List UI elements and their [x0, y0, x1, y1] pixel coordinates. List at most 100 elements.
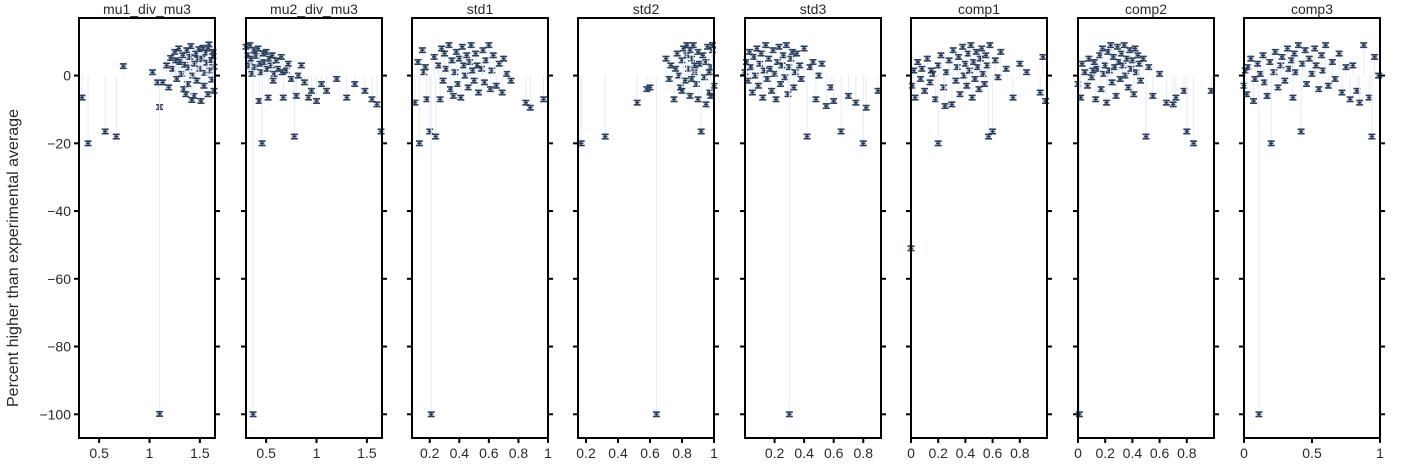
data-point — [972, 48, 980, 55]
data-point — [420, 69, 428, 76]
data-point — [978, 45, 986, 52]
x-tick-label: 0.2 — [928, 445, 948, 461]
data-point — [784, 91, 792, 98]
data-point — [482, 57, 490, 64]
data-point — [1042, 97, 1050, 104]
data-point — [790, 84, 798, 91]
data-point — [1346, 96, 1354, 103]
data-point — [426, 128, 434, 135]
data-point — [470, 77, 478, 84]
data-point — [986, 42, 994, 49]
data-point — [492, 82, 500, 89]
data-point — [694, 96, 702, 103]
data-point — [949, 47, 957, 54]
x-tick-label: 0.2 — [576, 445, 596, 461]
data-point — [837, 128, 845, 135]
data-point — [815, 72, 823, 79]
data-point — [1254, 60, 1262, 67]
data-point — [686, 92, 694, 99]
x-tick-label: 0.5 — [1302, 445, 1322, 461]
data-point — [1303, 81, 1311, 88]
data-point — [210, 87, 218, 94]
data-point — [84, 140, 92, 147]
data-point — [803, 133, 811, 140]
data-point — [852, 99, 860, 106]
data-point — [1263, 92, 1271, 99]
data-point — [500, 55, 508, 62]
data-point — [264, 94, 272, 101]
data-point — [601, 133, 609, 140]
data-point — [948, 101, 956, 108]
data-point — [489, 52, 497, 59]
x-tick-label: 0.4 — [450, 445, 470, 461]
data-point — [1009, 94, 1017, 101]
x-tick-label: 0.8 — [1010, 445, 1030, 461]
data-point — [967, 42, 975, 49]
data-point — [756, 60, 764, 67]
subplot-title: std1 — [467, 1, 494, 17]
data-point — [270, 70, 278, 77]
data-point — [469, 67, 477, 74]
data-point — [1301, 47, 1309, 54]
data-point — [193, 77, 201, 84]
data-point — [333, 75, 341, 82]
data-point — [691, 62, 699, 69]
data-point — [119, 63, 127, 70]
data-point — [862, 104, 870, 111]
data-point — [1322, 42, 1330, 49]
data-point — [692, 81, 700, 88]
data-point — [793, 50, 801, 57]
data-point — [1267, 140, 1275, 147]
data-point — [1085, 55, 1093, 62]
data-point — [994, 74, 1002, 81]
data-point — [765, 55, 773, 62]
data-point — [485, 42, 493, 49]
data-point — [156, 410, 164, 417]
data-point — [757, 50, 765, 57]
data-point — [195, 46, 203, 53]
data-point — [1331, 75, 1339, 82]
data-point — [681, 77, 689, 84]
data-point — [463, 52, 471, 59]
x-tick-label: 0.6 — [479, 445, 499, 461]
data-point — [1112, 92, 1120, 99]
data-series — [411, 42, 548, 418]
data-point — [446, 86, 454, 93]
data-point — [971, 75, 979, 82]
data-point — [1092, 96, 1100, 103]
data-point — [1315, 86, 1323, 93]
data-series — [242, 42, 385, 418]
data-point — [455, 55, 463, 62]
data-point — [1002, 65, 1010, 72]
data-point — [1360, 42, 1368, 49]
data-point — [800, 45, 808, 52]
x-tick-label: 0 — [907, 445, 915, 461]
y-axis-title: Percent higher than experimental average — [5, 109, 22, 407]
x-tick-label: 0.6 — [1150, 445, 1170, 461]
data-point — [675, 72, 683, 79]
data-point — [680, 45, 688, 52]
data-point — [173, 75, 181, 82]
x-tick-label: 1 — [313, 445, 321, 461]
data-point — [760, 67, 768, 74]
data-point — [343, 94, 351, 101]
data-point — [1023, 69, 1031, 76]
data-point — [673, 50, 681, 57]
data-point — [1088, 74, 1096, 81]
data-point — [822, 103, 830, 110]
data-series — [1240, 42, 1383, 418]
data-point — [1149, 92, 1157, 99]
data-point — [1119, 62, 1127, 69]
data-series — [577, 42, 718, 418]
data-point — [952, 77, 960, 84]
subplot-frame — [910, 17, 1048, 439]
data-point — [1349, 62, 1357, 69]
data-point — [1183, 128, 1191, 135]
data-point — [678, 87, 686, 94]
x-tick-label: 0.4 — [608, 445, 628, 461]
data-point — [694, 48, 702, 55]
data-point — [1247, 55, 1255, 62]
data-point — [1084, 82, 1092, 89]
x-tick-label: 0 — [1240, 445, 1248, 461]
subplot-panel: std3 0.2 0.4 0.6 0.8 — [740, 1, 886, 461]
